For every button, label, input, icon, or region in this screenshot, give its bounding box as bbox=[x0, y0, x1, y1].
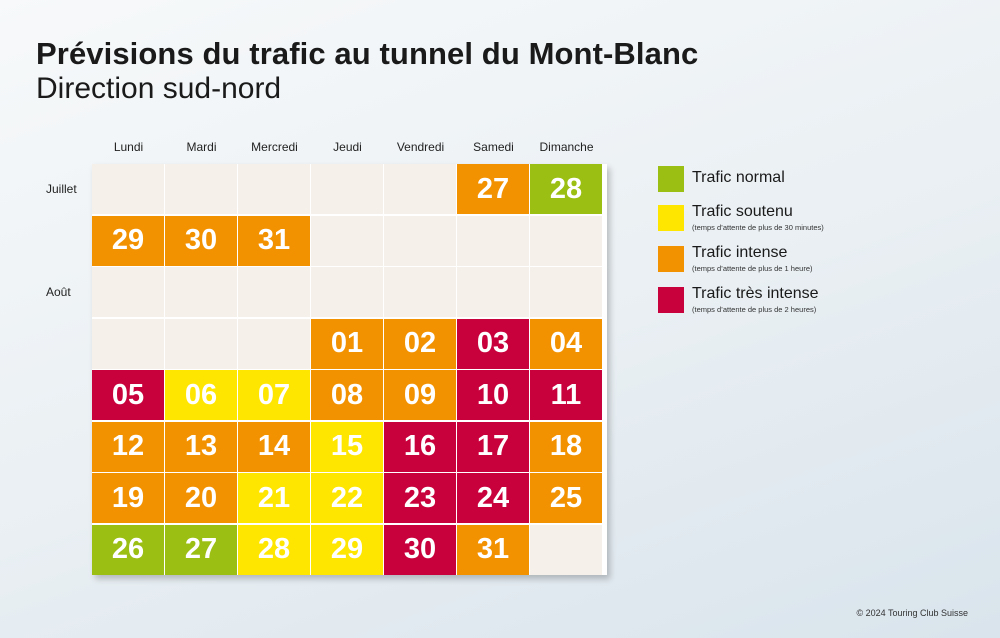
empty-cell bbox=[92, 164, 164, 214]
day-cell: 27 bbox=[165, 524, 237, 575]
day-cell: 28 bbox=[238, 524, 310, 575]
day-cell: 21 bbox=[238, 473, 310, 523]
empty-cell bbox=[457, 267, 529, 317]
day-cell: 27 bbox=[457, 164, 529, 214]
day-cell: 25 bbox=[530, 473, 602, 523]
page-title: Prévisions du trafic au tunnel du Mont-B… bbox=[36, 36, 699, 71]
day-cell: 14 bbox=[238, 421, 310, 472]
empty-cell bbox=[457, 215, 529, 266]
day-cell: 04 bbox=[530, 318, 602, 369]
day-cell: 31 bbox=[238, 215, 310, 266]
legend-note: (temps d’attente de plus de 30 minutes) bbox=[692, 223, 824, 232]
empty-cell bbox=[384, 215, 456, 266]
day-cell: 17 bbox=[457, 421, 529, 472]
day-cell: 15 bbox=[311, 421, 383, 472]
day-header-samedi: Samedi bbox=[473, 140, 514, 154]
day-cell: 02 bbox=[384, 318, 456, 369]
day-cell: 05 bbox=[92, 370, 164, 420]
empty-cell bbox=[530, 267, 602, 317]
day-cell: 07 bbox=[238, 370, 310, 420]
legend-label: Trafic normal bbox=[692, 169, 785, 186]
empty-cell bbox=[530, 524, 602, 575]
empty-cell bbox=[530, 215, 602, 266]
empty-cell bbox=[384, 164, 456, 214]
day-cell: 01 bbox=[311, 318, 383, 369]
day-cell: 16 bbox=[384, 421, 456, 472]
day-header-lundi: Lundi bbox=[113, 140, 144, 154]
day-cell: 03 bbox=[457, 318, 529, 369]
day-cell: 30 bbox=[165, 215, 237, 266]
legend-swatch bbox=[658, 246, 684, 272]
day-cell: 12 bbox=[92, 421, 164, 472]
traffic-calendar: 27 28 29 30 31 01 02 03 04 05 06 07 08 09 10 11 12 13 14 15… bbox=[92, 164, 607, 575]
empty-cell bbox=[165, 318, 237, 369]
day-cell: 18 bbox=[530, 421, 602, 472]
day-cell: 10 bbox=[457, 370, 529, 420]
day-header-dimanche: Dimanche bbox=[539, 140, 594, 154]
empty-cell bbox=[311, 164, 383, 214]
legend-swatch bbox=[658, 166, 684, 192]
day-cell: 29 bbox=[92, 215, 164, 266]
empty-cell bbox=[238, 318, 310, 369]
day-header-mercredi: Mercredi bbox=[251, 140, 298, 154]
day-header-jeudi: Jeudi bbox=[333, 140, 362, 154]
day-cell: 31 bbox=[457, 524, 529, 575]
empty-cell bbox=[384, 267, 456, 317]
day-header-vendredi: Vendredi bbox=[396, 140, 445, 154]
legend-label: Trafic intense bbox=[692, 244, 788, 261]
day-cell: 30 bbox=[384, 524, 456, 575]
day-cell: 11 bbox=[530, 370, 602, 420]
empty-cell bbox=[165, 267, 237, 317]
day-cell: 28 bbox=[530, 164, 602, 214]
copyright-notice: © 2024 Touring Club Suisse bbox=[856, 608, 968, 618]
legend-swatch bbox=[658, 205, 684, 231]
day-cell: 13 bbox=[165, 421, 237, 472]
day-cell: 29 bbox=[311, 524, 383, 575]
empty-cell bbox=[311, 215, 383, 266]
empty-cell bbox=[92, 267, 164, 317]
empty-cell bbox=[238, 164, 310, 214]
month-label: Juillet bbox=[46, 182, 77, 196]
empty-cell bbox=[311, 267, 383, 317]
empty-cell bbox=[238, 267, 310, 317]
day-header-mardi: Mardi bbox=[186, 140, 217, 154]
day-cell: 08 bbox=[311, 370, 383, 420]
day-cell: 09 bbox=[384, 370, 456, 420]
day-cell: 20 bbox=[165, 473, 237, 523]
day-cell: 24 bbox=[457, 473, 529, 523]
day-cell: 19 bbox=[92, 473, 164, 523]
page-subtitle: Direction sud-nord bbox=[36, 72, 282, 105]
empty-cell bbox=[92, 318, 164, 369]
empty-cell bbox=[165, 164, 237, 214]
legend-label: Trafic très intense bbox=[692, 285, 819, 302]
legend-swatch bbox=[658, 287, 684, 313]
month-label: Août bbox=[46, 285, 71, 299]
day-cell: 23 bbox=[384, 473, 456, 523]
legend-note: (temps d’attente de plus de 2 heures) bbox=[692, 305, 817, 314]
day-cell: 06 bbox=[165, 370, 237, 420]
legend-note: (temps d’attente de plus de 1 heure) bbox=[692, 264, 813, 273]
legend-label: Trafic soutenu bbox=[692, 203, 793, 220]
day-cell: 22 bbox=[311, 473, 383, 523]
day-cell: 26 bbox=[92, 524, 164, 575]
